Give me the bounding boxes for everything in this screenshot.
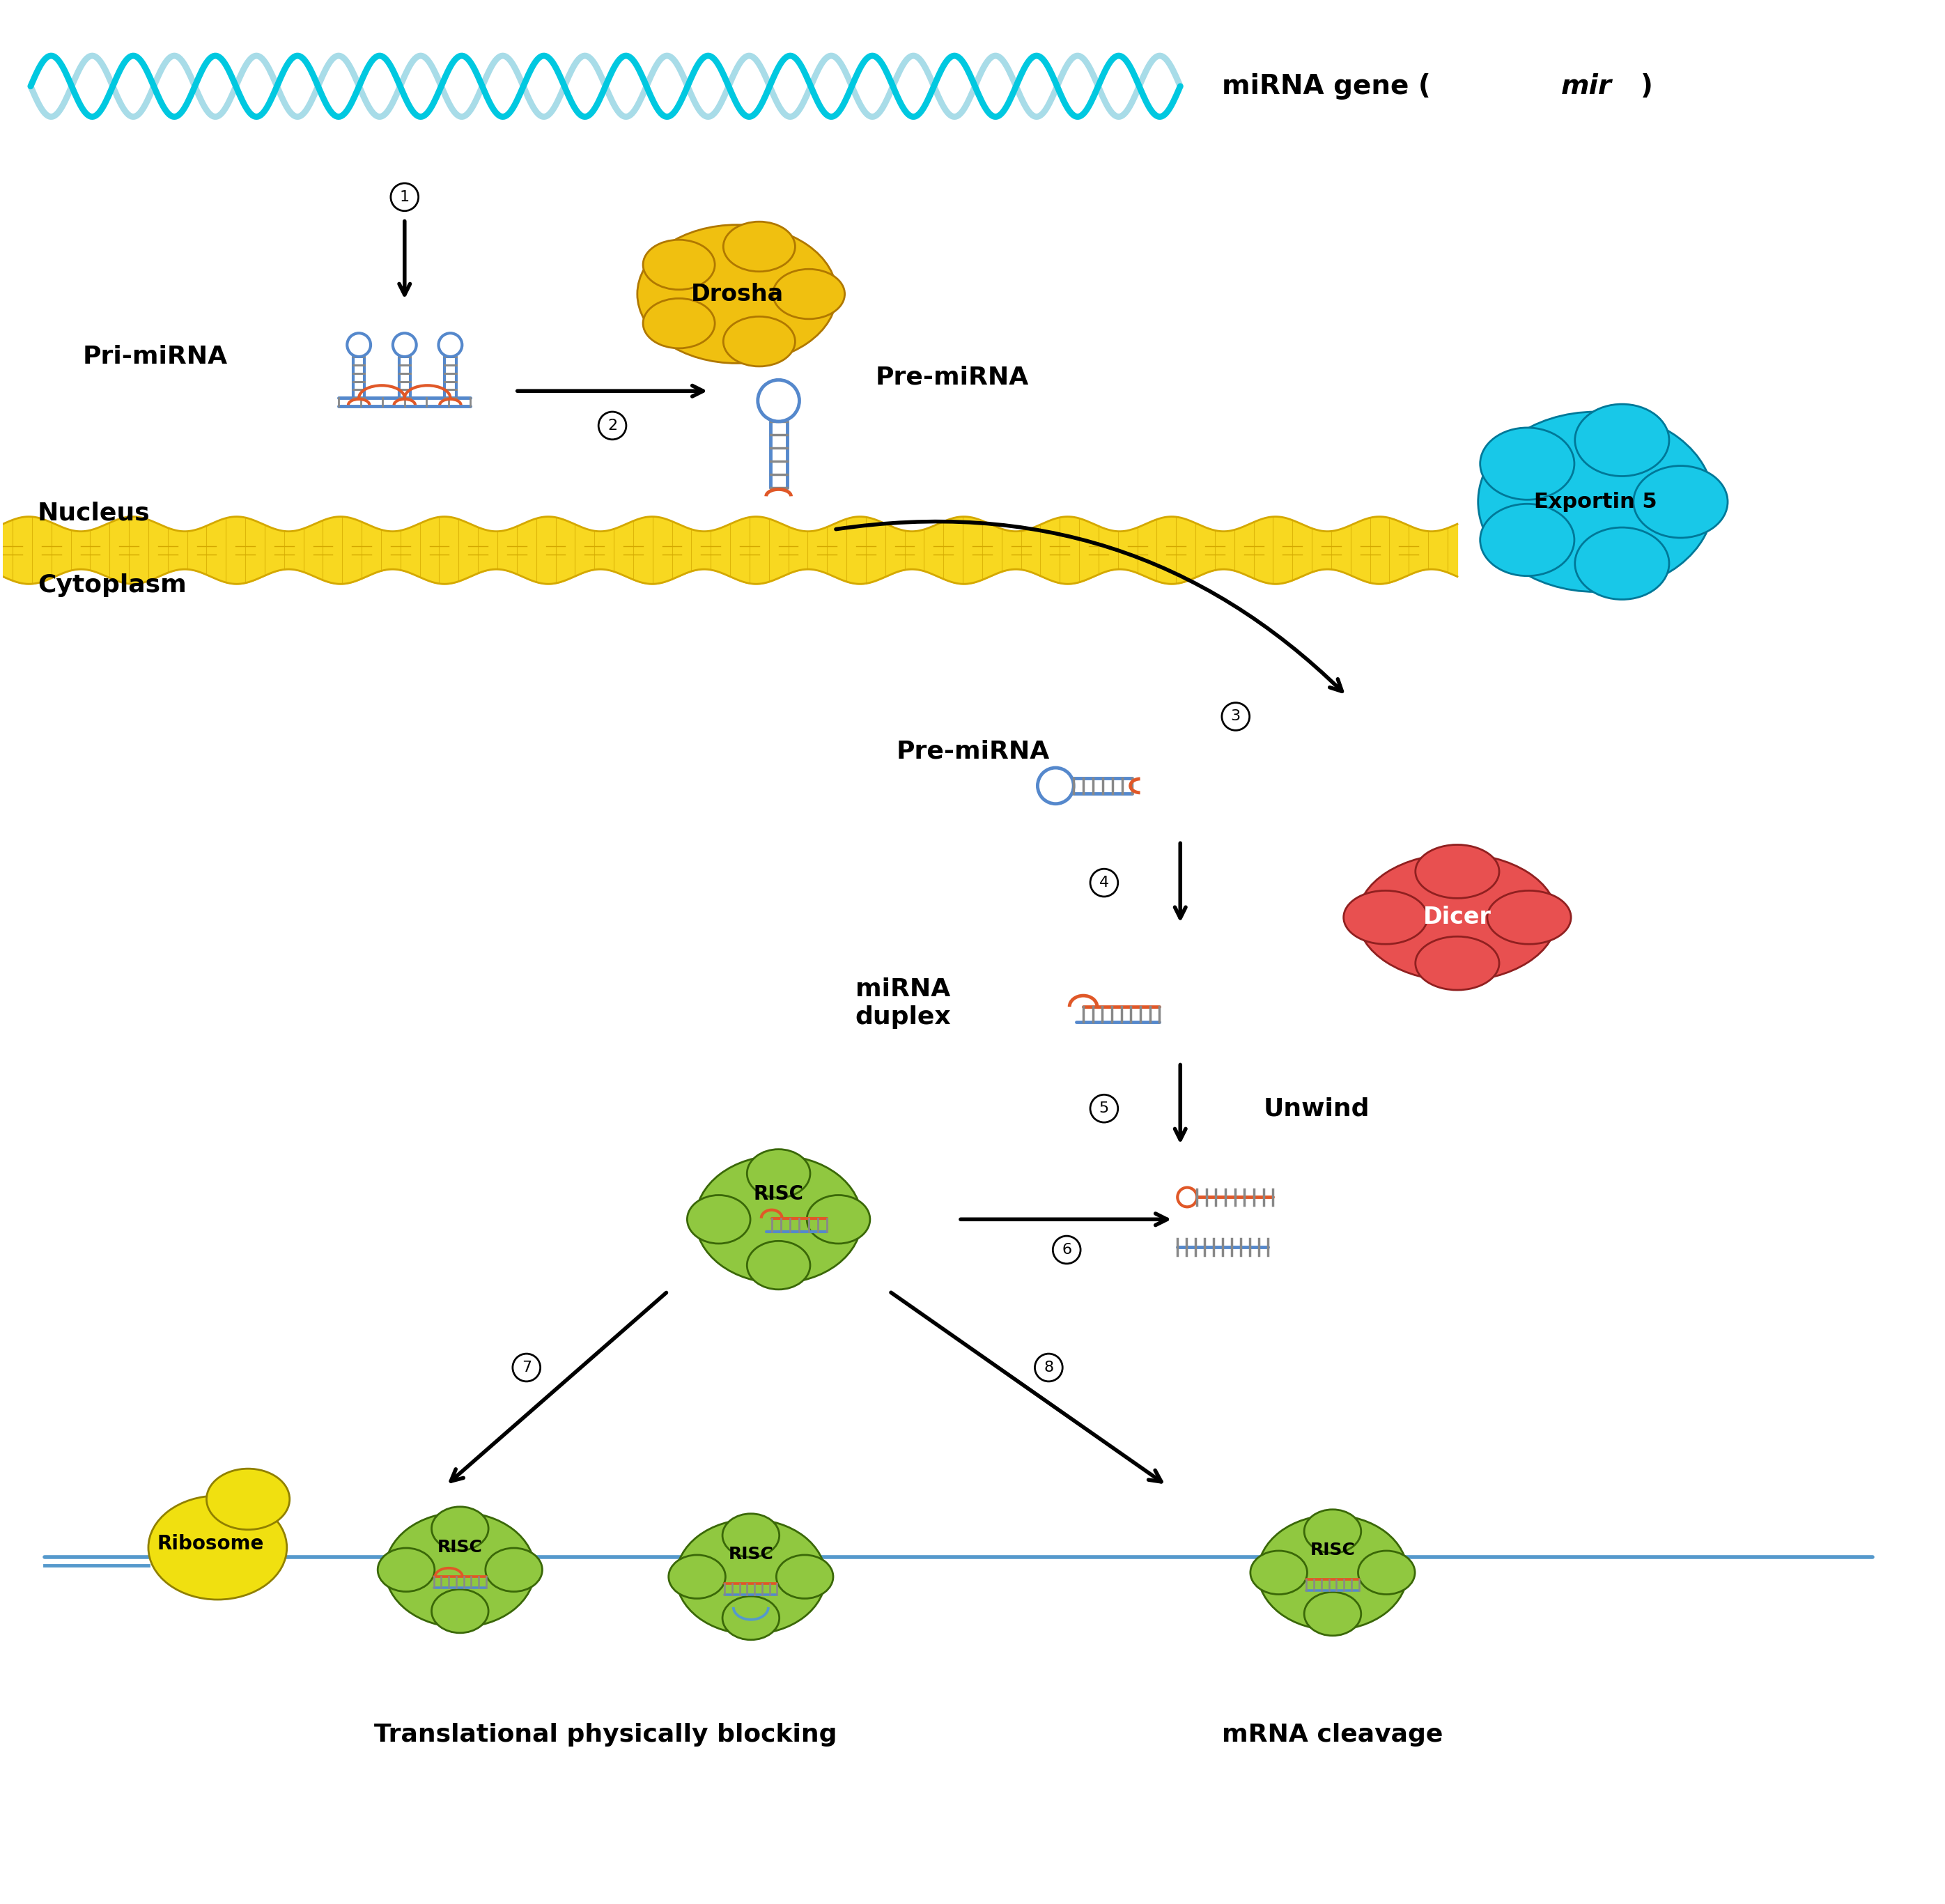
- Text: 1: 1: [399, 190, 410, 204]
- Ellipse shape: [1358, 853, 1558, 981]
- Text: 6: 6: [1062, 1243, 1072, 1257]
- Text: Nucleus: Nucleus: [37, 501, 150, 526]
- Text: miRNA gene (: miRNA gene (: [1221, 72, 1432, 99]
- Text: RISC: RISC: [1311, 1542, 1356, 1559]
- Text: 3: 3: [1231, 710, 1241, 724]
- Ellipse shape: [687, 1196, 751, 1243]
- Ellipse shape: [1258, 1516, 1408, 1630]
- Ellipse shape: [807, 1196, 869, 1243]
- Ellipse shape: [432, 1590, 488, 1634]
- Ellipse shape: [722, 1596, 780, 1639]
- Ellipse shape: [1305, 1510, 1361, 1554]
- Text: miRNA
duplex: miRNA duplex: [856, 977, 951, 1028]
- Text: Translational physically blocking: Translational physically blocking: [373, 1723, 836, 1746]
- Ellipse shape: [696, 1156, 862, 1283]
- Text: Exportin 5: Exportin 5: [1535, 491, 1657, 512]
- Text: Drosha: Drosha: [690, 282, 784, 305]
- Text: Pre-miRNA: Pre-miRNA: [897, 739, 1050, 764]
- Text: Dicer: Dicer: [1424, 906, 1492, 929]
- Ellipse shape: [724, 316, 796, 366]
- Text: 8: 8: [1044, 1361, 1054, 1375]
- Ellipse shape: [1575, 527, 1669, 600]
- Text: Pri-miRNA: Pri-miRNA: [84, 345, 228, 367]
- Ellipse shape: [776, 1556, 832, 1599]
- Ellipse shape: [1416, 937, 1500, 990]
- Text: mRNA cleavage: mRNA cleavage: [1221, 1723, 1443, 1746]
- Ellipse shape: [1305, 1592, 1361, 1636]
- Ellipse shape: [644, 299, 716, 348]
- Ellipse shape: [1480, 505, 1574, 575]
- Ellipse shape: [1358, 1550, 1414, 1594]
- Text: RISC: RISC: [753, 1184, 803, 1203]
- Text: 7: 7: [521, 1361, 531, 1375]
- Ellipse shape: [432, 1506, 488, 1550]
- Text: ): ): [1640, 72, 1653, 99]
- Ellipse shape: [1416, 845, 1500, 899]
- Text: Unwind: Unwind: [1264, 1097, 1369, 1120]
- Ellipse shape: [148, 1497, 286, 1599]
- Text: 5: 5: [1099, 1102, 1109, 1116]
- Text: 2: 2: [607, 419, 617, 432]
- Ellipse shape: [747, 1150, 811, 1198]
- Ellipse shape: [1575, 404, 1669, 476]
- Ellipse shape: [1344, 891, 1428, 944]
- Ellipse shape: [206, 1468, 290, 1529]
- Ellipse shape: [1251, 1550, 1307, 1594]
- Ellipse shape: [1488, 891, 1572, 944]
- Ellipse shape: [1478, 411, 1714, 592]
- Ellipse shape: [385, 1512, 535, 1628]
- Ellipse shape: [677, 1519, 827, 1634]
- Ellipse shape: [669, 1556, 725, 1599]
- Text: mir: mir: [1562, 72, 1612, 99]
- Text: RISC: RISC: [438, 1538, 482, 1556]
- Text: Cytoplasm: Cytoplasm: [37, 573, 187, 596]
- Text: Ribosome: Ribosome: [158, 1535, 265, 1554]
- Ellipse shape: [1634, 466, 1727, 537]
- Ellipse shape: [772, 268, 844, 320]
- Ellipse shape: [724, 221, 796, 272]
- Ellipse shape: [638, 225, 836, 364]
- Ellipse shape: [722, 1514, 780, 1557]
- Ellipse shape: [486, 1548, 543, 1592]
- Text: RISC: RISC: [727, 1546, 774, 1563]
- Text: Pre-miRNA: Pre-miRNA: [875, 366, 1029, 388]
- Ellipse shape: [377, 1548, 434, 1592]
- Ellipse shape: [747, 1241, 811, 1289]
- Ellipse shape: [1480, 428, 1574, 499]
- Ellipse shape: [644, 240, 716, 289]
- Text: 4: 4: [1099, 876, 1109, 889]
